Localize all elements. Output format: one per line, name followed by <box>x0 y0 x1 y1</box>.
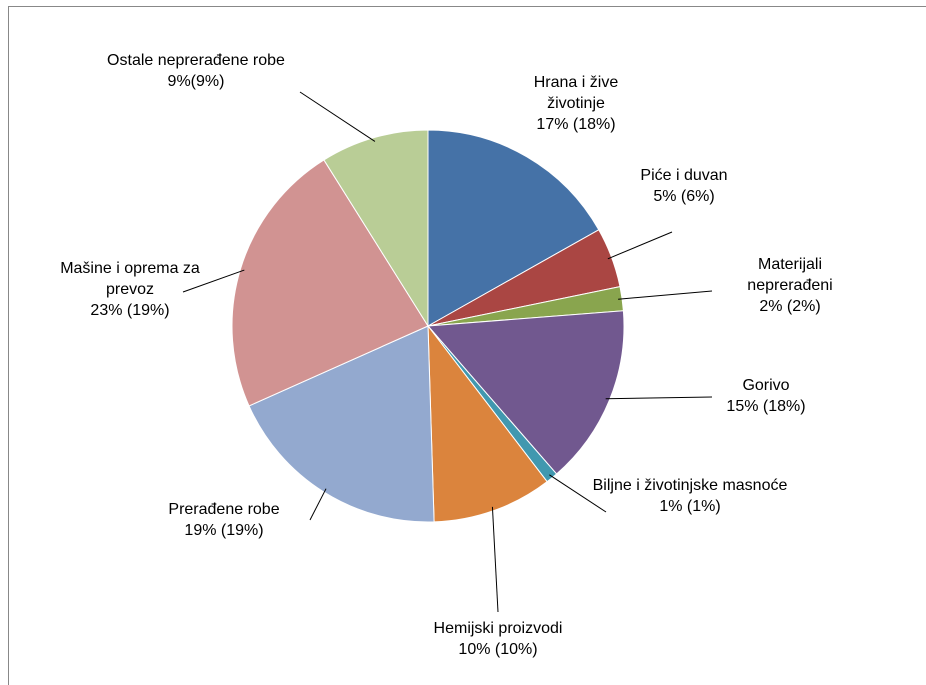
category-label: Piće i duvan <box>640 167 728 184</box>
leader-line <box>607 231 673 260</box>
slice-label: Mašine i oprema za prevoz 23% (19%) <box>35 258 225 321</box>
category-label: Materijali neprerađeni <box>747 256 833 294</box>
slice-label: Biljne i životinjske masnoće 1% (1%) <box>590 475 790 517</box>
leader-line <box>309 488 327 521</box>
category-label: Mašine i oprema za prevoz <box>60 260 200 298</box>
slice-label: Hrana i žive životinje 17% (18%) <box>506 72 646 135</box>
pie-slice <box>427 324 548 523</box>
category-label: Gorivo <box>742 377 790 394</box>
category-label: Biljne i životinjske masnoće <box>592 477 788 494</box>
leader-line <box>182 269 245 293</box>
pie-slice <box>323 129 429 328</box>
pie-slice <box>426 310 625 475</box>
value-label: 19% (19%) <box>184 522 264 539</box>
value-label: 15% (18%) <box>726 398 806 415</box>
pie-slice <box>427 129 600 327</box>
category-label: Prerađene robe <box>168 501 280 518</box>
category-label: Ostale neprerađene robe <box>107 52 285 69</box>
value-label: 17% (18%) <box>536 116 616 133</box>
leader-line <box>618 290 713 300</box>
leader-line <box>491 506 499 613</box>
value-label: 10% (10%) <box>458 641 538 658</box>
leader-line <box>299 91 376 142</box>
frame <box>8 6 926 685</box>
slice-label: Ostale neprerađene robe 9%(9%) <box>96 50 296 92</box>
leader-line <box>549 474 607 513</box>
value-label: 5% (6%) <box>653 188 715 205</box>
leader-line <box>605 396 713 400</box>
value-label: 9%(9%) <box>167 73 225 90</box>
category-label: Hrana i žive životinje <box>533 74 619 112</box>
value-label: 2% (2%) <box>759 298 821 315</box>
category-label: Hemijski proizvodi <box>433 620 563 637</box>
value-label: 23% (19%) <box>90 302 170 319</box>
slice-label: Hemijski proizvodi 10% (10%) <box>398 618 598 660</box>
pie-slice <box>231 159 429 407</box>
slice-label: Piće i duvan 5% (6%) <box>614 165 754 207</box>
slice-label: Gorivo 15% (18%) <box>706 375 826 417</box>
slice-label: Materijali neprerađeni 2% (2%) <box>730 254 850 317</box>
value-label: 1% (1%) <box>659 498 721 515</box>
slice-label: Prerađene robe 19% (19%) <box>144 499 304 541</box>
